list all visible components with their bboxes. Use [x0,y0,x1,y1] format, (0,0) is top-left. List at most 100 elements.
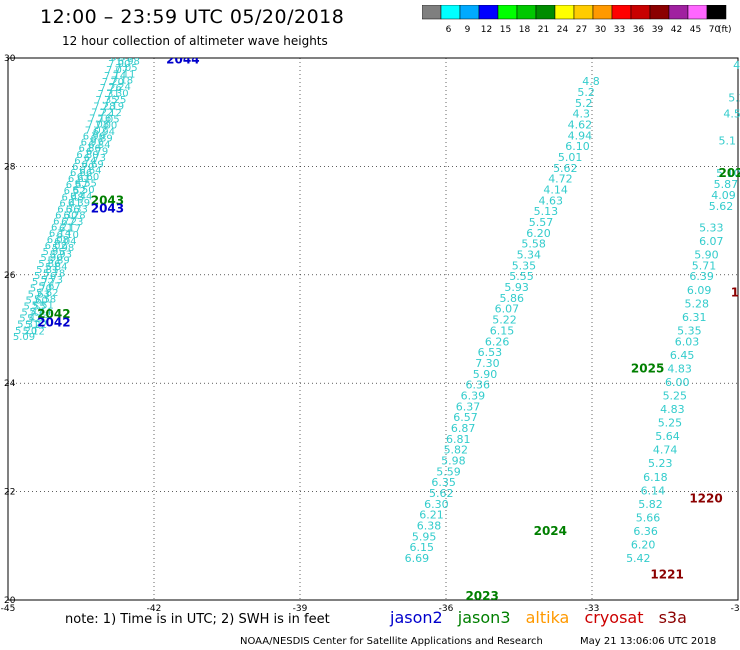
y-tick-label: 30 [4,54,16,64]
x-tick-label: -36 [439,604,454,614]
swh-value-label: 5.2 [728,91,740,104]
swh-value-label: 5.89 [47,256,69,267]
swh-value-label: 5.58 [34,294,56,305]
swh-value-label: 6.39 [461,389,486,402]
swh-value-label: 5.76 [34,271,56,282]
colorbar-label: 36 [633,25,645,35]
swh-value-label: 5.63 [28,289,50,300]
swh-value-label: 4.94 [568,129,593,142]
swh-value-label: 5.93 [50,249,72,260]
swh-value-label: 6.38 [417,520,442,533]
swh-value-label: 6.74 [74,156,96,167]
swh-value-label: 4.5 [723,108,740,121]
swh-value-label: 6.07 [495,303,519,316]
swh-value-label: 6.60 [77,172,99,183]
colorbar-label: 21 [538,25,549,35]
colorbar-label: 27 [576,25,587,35]
swh-value-label: 5.93 [504,281,529,294]
swh-value-label: 4.63 [538,194,563,207]
pass-number-label: 1221 [650,567,683,581]
units-note: note: 1) Time is in UTC; 2) SWH is in fe… [65,612,330,627]
swh-value-label: 5.95 [412,530,437,543]
pass-number-label: 2044 [166,52,199,66]
swh-value-label: 6.70 [72,162,94,173]
swh-value-label: 5.86 [38,259,60,270]
swh-value-label: 5.66 [636,511,661,524]
pass-number-label: 2024 [534,524,567,538]
swh-value-label: 6.53 [478,346,503,359]
swh-value-label: 5.09 [13,332,35,343]
x-tick-label: -39 [293,604,308,614]
swh-value-label: 4 [733,59,740,72]
x-tick-label: -33 [585,604,600,614]
swh-value-label: 6.94 [93,127,115,138]
swh-value-label: 5.62 [429,487,454,500]
swh-value-label: 5.47 [21,308,43,319]
colorbar-label: 42 [671,25,682,35]
swh-value-label: 6.14 [49,229,71,240]
swh-value-label: 7.05 [115,63,137,74]
swh-value-label: 7.20 [102,77,124,88]
swh-value-label: 5.72 [32,277,54,288]
swh-value-label: 6.84 [88,140,110,151]
swh-value-label: 5.34 [517,249,542,262]
swh-value-label: 7.18 [111,76,133,87]
swh-value-label: 5.81 [36,265,58,276]
swh-value-label: 6.39 [68,198,90,209]
swh-value-label: 5.59 [436,465,461,478]
swh-value-label: 6.18 [643,471,668,484]
pass-number-label: 2025 [631,361,664,375]
pass-number-label: 2042 [37,307,70,321]
swh-value-label: 6.81 [446,433,471,446]
colorbar-label: 45 [690,25,701,35]
swh-value-label: 6.61 [68,174,90,185]
colorbar-label: 15 [500,25,511,35]
swh-value-label: 5.25 [658,417,683,430]
swh-value-label: 5.73 [41,275,63,286]
colorbar-label: 18 [519,25,531,35]
swh-value-label: 5.20 [15,326,37,337]
swh-value-label: 5.78 [43,269,65,280]
swh-value-label: 7.28 [93,101,115,112]
swh-value-label: 5.87 [714,178,739,191]
pass-number-label: 202 [719,166,740,180]
swh-value-label: 6.50 [72,185,94,196]
plot-frame [7,57,739,601]
swh-value-label: 6.30 [424,498,449,511]
swh-value-label: 6.93 [110,53,132,64]
page-title: 12:00 – 23:59 UTC 05/20/2018 [40,6,345,28]
swh-value-label: 5.82 [638,498,663,511]
swh-value-label: 7.12 [100,108,122,119]
y-tick-label: 28 [4,162,16,172]
swh-value-label: 5.82 [444,444,469,457]
swh-value-label: 4.72 [548,173,573,186]
swh-value-label: 6.20 [526,227,551,240]
swh-value-label: 6.73 [84,153,106,164]
x-tick-label: -45 [1,604,16,614]
swh-value-label: 4.3 [573,108,591,121]
swh-value-label: 5.62 [709,200,734,213]
swh-value-label: 5.84 [45,262,67,273]
swh-value-label: 7.31 [98,89,120,100]
colorbar-swatch [706,5,727,20]
swh-value-label: 6.69 [81,159,103,170]
swh-value-label: 6.36 [57,204,79,215]
swh-value-label: 4.62 [568,118,593,131]
swh-value-label: 5.13 [534,205,559,218]
swh-value-label: 6.28 [63,211,85,222]
swh-value-label: 7.14 [104,71,126,82]
swh-value-label: 5.22 [492,314,517,327]
y-tick-label: 20 [4,596,16,606]
swh-value-label: 5.55 [509,270,534,283]
swh-value-label: 7.05 [97,114,119,125]
pass-number-label: 1220 [689,491,722,505]
swh-value-label: 5.31 [17,320,39,331]
swh-value-label: 4.83 [660,403,685,416]
swh-value-label: 5.2 [577,86,595,99]
swh-value-label: 6.79 [86,146,108,157]
swh-value-label: 5.98 [52,243,74,254]
swh-value-label: 6.27 [53,217,75,228]
y-tick-label: 24 [4,379,16,389]
swh-value-label: 6.89 [91,134,113,145]
swh-value-label: 6.57 [66,180,88,191]
